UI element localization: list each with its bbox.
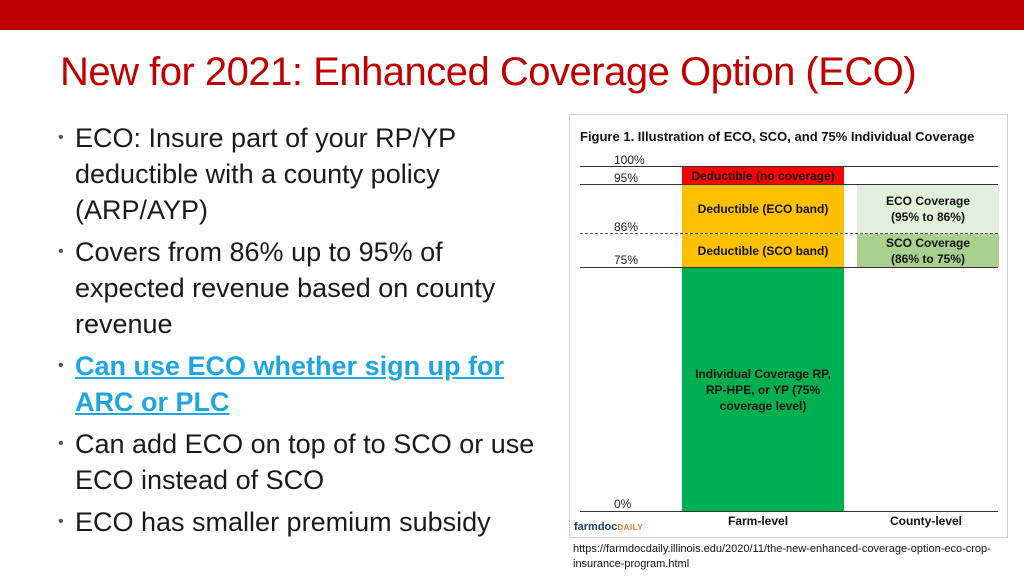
level-95: 95%	[614, 171, 639, 185]
band-sco-coverage: SCO Coverage (86% to 75%)	[857, 234, 999, 267]
slide-title: New for 2021: Enhanced Coverage Option (…	[60, 50, 917, 94]
logo-suffix: DAILY	[617, 523, 644, 532]
band-deductible-eco: Deductible (ECO band)	[682, 185, 844, 233]
arc-plc-link[interactable]: Can use ECO whether sign up for ARC or P…	[75, 351, 505, 417]
bullet-dot-icon: •	[58, 243, 64, 260]
bullet-text: Covers from 86% up to 95% of expected re…	[75, 237, 496, 339]
line-100	[580, 166, 998, 167]
bullet-item: • ECO has smaller premium subsidy	[58, 504, 558, 540]
line-95	[580, 184, 998, 185]
line-0	[580, 511, 998, 512]
county-level-label: County-level	[890, 514, 963, 528]
farm-level-label: Farm-level	[728, 514, 789, 528]
bullet-item: • Can add ECO on top of to SCO or use EC…	[58, 426, 558, 498]
level-86: 86%	[614, 220, 639, 234]
level-0: 0%	[614, 497, 632, 511]
bullet-item-link: • Can use ECO whether sign up for ARC or…	[58, 348, 558, 420]
bullet-dot-icon: •	[58, 513, 64, 530]
source-url[interactable]: https://farmdocdaily.illinois.edu/2020/1…	[573, 543, 991, 570]
logo-brand: farmdoc	[574, 521, 618, 533]
band-deductible-sco: Deductible (SCO band)	[682, 234, 844, 267]
bullet-text: ECO has smaller premium subsidy	[75, 507, 491, 537]
bullet-dot-icon: •	[58, 435, 64, 452]
coverage-figure: Figure 1. Illustration of ECO, SCO, and …	[569, 114, 1008, 538]
band-eco-coverage: ECO Coverage (95% to 86%)	[857, 185, 999, 233]
bullet-item: • ECO: Insure part of your RP/YP deducti…	[58, 120, 558, 228]
bullet-list: • ECO: Insure part of your RP/YP deducti…	[58, 120, 558, 546]
top-accent-bar	[0, 0, 1024, 30]
farmdoc-logo: farmdocDAILY	[574, 521, 643, 533]
line-86	[580, 233, 998, 234]
line-75	[580, 267, 998, 268]
bullet-text: ECO: Insure part of your RP/YP deductibl…	[75, 123, 456, 225]
level-100: 100%	[614, 153, 645, 167]
bullet-text: Can add ECO on top of to SCO or use ECO …	[75, 429, 535, 495]
band-individual-coverage: Individual Coverage RP, RP-HPE, or YP (7…	[682, 268, 844, 511]
level-75: 75%	[614, 253, 639, 267]
bullet-dot-icon: •	[58, 357, 64, 374]
band-deductible-no-coverage: Deductible (no coverage)	[682, 167, 844, 184]
figure-title: Figure 1. Illustration of ECO, SCO, and …	[580, 129, 975, 144]
bullet-item: • Covers from 86% up to 95% of expected …	[58, 234, 558, 342]
bullet-dot-icon: •	[58, 129, 64, 146]
